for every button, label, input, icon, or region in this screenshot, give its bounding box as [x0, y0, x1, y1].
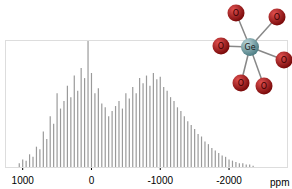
svg-text:O: O [281, 56, 287, 65]
svg-text:ppm: ppm [270, 177, 289, 188]
svg-text:O: O [261, 82, 267, 91]
svg-text:O: O [274, 13, 280, 22]
svg-text:Ge: Ge [244, 43, 255, 52]
svg-text:-1000: -1000 [147, 175, 173, 186]
svg-text:-2000: -2000 [216, 175, 242, 186]
svg-text:O: O [238, 79, 244, 88]
svg-text:O: O [218, 42, 224, 51]
svg-text:0: 0 [89, 175, 95, 186]
svg-text:O: O [233, 9, 239, 18]
svg-text:1000: 1000 [12, 175, 35, 186]
